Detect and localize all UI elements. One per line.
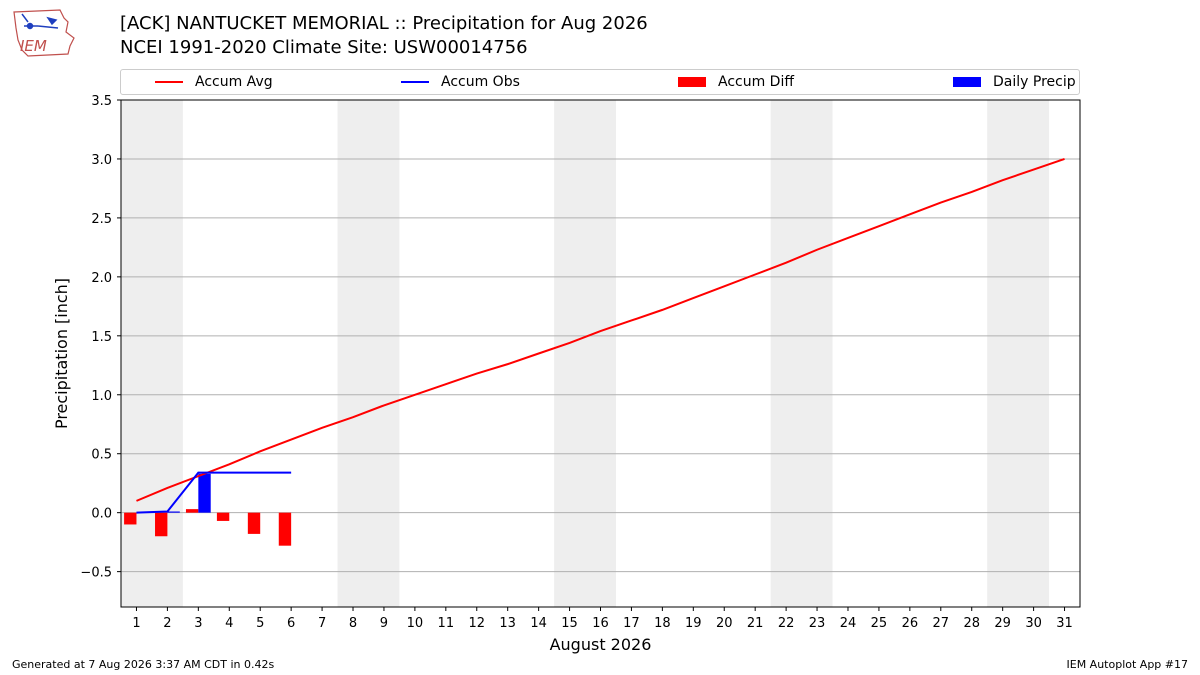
legend-label-accum-diff: Accum Diff — [718, 74, 795, 90]
x-tick-label: 18 — [654, 616, 671, 631]
weekend-shading — [121, 100, 1050, 607]
x-axis-label: August 2026 — [550, 635, 652, 654]
weekend-band-1 — [337, 100, 400, 607]
x-tick-label: 10 — [407, 616, 424, 631]
y-tick-label: −0.5 — [80, 566, 112, 581]
accum-diff-bar — [216, 512, 230, 521]
legend-item-daily-precip: Daily Precip — [953, 70, 1076, 94]
x-tick-label: 19 — [685, 616, 702, 631]
x-tick-label: 30 — [1025, 616, 1042, 631]
x-tick-label: 6 — [287, 616, 295, 631]
x-tick-label: 23 — [809, 616, 826, 631]
weekend-band-4 — [987, 100, 1050, 607]
x-tick-label: 1 — [132, 616, 140, 631]
footer-generated: Generated at 7 Aug 2026 3:37 AM CDT in 0… — [12, 658, 275, 671]
y-tick-label: 3.0 — [91, 153, 112, 168]
x-tick-label: 26 — [902, 616, 919, 631]
weekend-band-2 — [554, 100, 616, 607]
legend: Accum Avg Accum Obs Accum Diff Daily Pre… — [120, 69, 1080, 95]
accum-diff-bar — [185, 509, 199, 513]
x-tick-label: 11 — [438, 616, 455, 631]
chart-subtitle: NCEI 1991-2020 Climate Site: USW00014756 — [120, 37, 528, 58]
axes: −0.50.00.51.01.52.02.53.03.51 2 3 4 5 6 7 8 9 10 1… — [80, 94, 1072, 631]
x-tick-label: 4 — [225, 616, 233, 631]
x-tick-label: 13 — [499, 616, 516, 631]
x-tick-label: 22 — [778, 616, 795, 631]
x-tick-label: 9 — [380, 616, 388, 631]
legend-item-accum-obs: Accum Obs — [401, 70, 520, 94]
daily-precip-bar — [198, 473, 211, 513]
daily-precip-bar — [167, 511, 180, 513]
y-tick-label: 1.0 — [91, 389, 112, 404]
y-tick-label: 1.5 — [91, 330, 112, 345]
legend-label-accum-avg: Accum Avg — [195, 74, 273, 90]
chart-marks — [124, 158, 1065, 546]
x-tick-label: 5 — [256, 616, 264, 631]
accum-obs-line — [136, 471, 292, 514]
x-tick-label: 27 — [933, 616, 950, 631]
plot-frame — [120, 99, 1081, 608]
accum-diff-bar — [155, 512, 168, 537]
legend-item-accum-diff: Accum Diff — [678, 70, 794, 94]
footer-app: IEM Autoplot App #17 — [1066, 658, 1189, 671]
logo-text: IEM — [20, 37, 47, 55]
y-tick-label: 2.5 — [91, 212, 112, 227]
iem-logo: IEM — [13, 9, 75, 57]
legend-swatch-accum-obs — [401, 81, 429, 83]
accum-avg-line — [136, 158, 1065, 502]
accum-diff-bar — [278, 512, 292, 546]
x-tick-label: 24 — [840, 616, 857, 631]
x-tick-label: 16 — [592, 616, 609, 631]
x-tick-label: 2 — [163, 616, 171, 631]
accum-diff-bar — [124, 512, 137, 525]
y-axis-label: Precipitation [inch] — [52, 278, 71, 429]
legend-label-daily-precip: Daily Precip — [993, 74, 1076, 90]
y-tick-label: 0.0 — [91, 507, 112, 522]
y-tick-label: 0.5 — [91, 448, 112, 463]
x-tick-label: 7 — [318, 616, 326, 631]
x-tick-label: 12 — [468, 616, 485, 631]
legend-swatch-accum-diff — [678, 77, 706, 87]
legend-label-accum-obs: Accum Obs — [441, 74, 520, 90]
legend-swatch-accum-avg — [155, 81, 183, 83]
x-tick-label: 17 — [623, 616, 640, 631]
x-tick-label: 25 — [871, 616, 888, 631]
x-tick-label: 15 — [561, 616, 578, 631]
x-tick-label: 21 — [747, 616, 764, 631]
x-tick-label: 28 — [963, 616, 980, 631]
grid-lines — [121, 99, 1080, 573]
x-tick-label: 31 — [1056, 616, 1073, 631]
x-tick-label: 29 — [994, 616, 1011, 631]
weekend-band-0 — [121, 100, 183, 607]
y-tick-label: 3.5 — [91, 94, 112, 109]
y-tick-label: 2.0 — [91, 271, 112, 286]
x-tick-label: 20 — [716, 616, 733, 631]
x-tick-label: 14 — [530, 616, 547, 631]
x-tick-label: 8 — [349, 616, 357, 631]
weekend-band-3 — [770, 100, 833, 607]
legend-swatch-daily-precip — [953, 77, 981, 87]
accum-diff-bar — [247, 512, 261, 534]
chart-title: [ACK] NANTUCKET MEMORIAL :: Precipitatio… — [120, 13, 648, 34]
legend-item-accum-avg: Accum Avg — [155, 70, 273, 94]
x-tick-label: 3 — [194, 616, 202, 631]
